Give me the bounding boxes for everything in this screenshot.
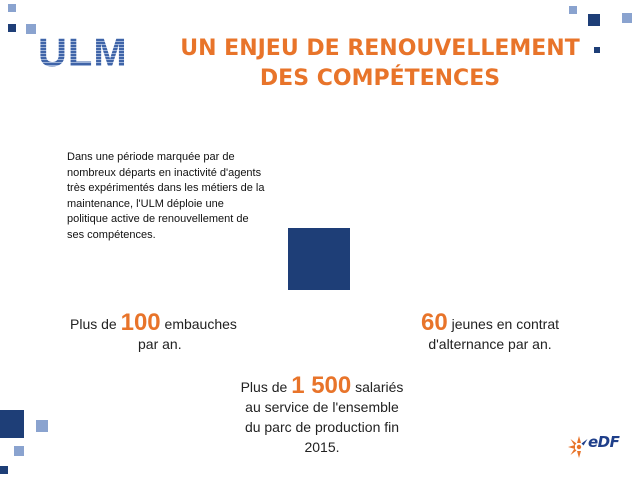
stat-hires-prefix: Plus de [70, 316, 121, 332]
title-line-1: UN ENJEU DE RENOUVELLEMENT [180, 36, 580, 61]
decor-square [0, 410, 24, 438]
stat-employees-line4: 2015. [304, 439, 340, 455]
stat-employees-line1: Plus de 1 500 salariés [222, 374, 422, 398]
stat-apprentices: 60 jeunes en contrat d'alternance par an… [400, 311, 580, 354]
title-line-2: DES COMPÉTENCES [259, 66, 501, 91]
decor-square [26, 24, 36, 34]
stat-employees-prefix: Plus de [240, 379, 292, 395]
decor-square [569, 6, 577, 14]
decor-square [8, 4, 16, 12]
decor-square [588, 14, 600, 26]
edf-logo-icon [568, 436, 588, 458]
stat-employees-number: 1 500 [291, 372, 352, 399]
stat-hires-line1: Plus de 100 embauches [70, 311, 270, 335]
stat-hires: Plus de 100 embauches par an. [70, 311, 270, 354]
stat-employees-suffix: salariés [351, 379, 404, 395]
stat-hires-line2: par an. [138, 336, 182, 352]
decor-square [8, 24, 16, 32]
stat-hires-number: 100 [120, 309, 161, 336]
stat-employees-line3: du parc de production fin [244, 419, 400, 435]
decor-square [36, 420, 48, 432]
center-square [288, 228, 350, 290]
stat-hires-suffix: embauches [160, 316, 237, 332]
stat-employees-line2: au service de l'ensemble [245, 399, 399, 415]
edf-wordmark: eDF [588, 433, 620, 451]
stat-employees: Plus de 1 500 salariés au service de l'e… [222, 374, 422, 457]
decor-square [14, 446, 24, 456]
stat-apprentices-number: 60 [421, 309, 448, 336]
ulm-logo: ULM [38, 31, 128, 75]
stat-apprentices-suffix: jeunes en contrat [447, 316, 559, 332]
intro-paragraph: Dans une période marquée par de nombreux… [67, 151, 265, 241]
decor-square [594, 47, 600, 53]
stat-apprentices-line1: 60 jeunes en contrat [400, 311, 580, 335]
decor-square [0, 466, 8, 474]
stat-apprentices-line2: d'alternance par an. [428, 336, 552, 352]
page-title: UN ENJEU DE RENOUVELLEMENT DES COMPÉTENC… [160, 34, 600, 94]
decor-square [622, 13, 632, 23]
